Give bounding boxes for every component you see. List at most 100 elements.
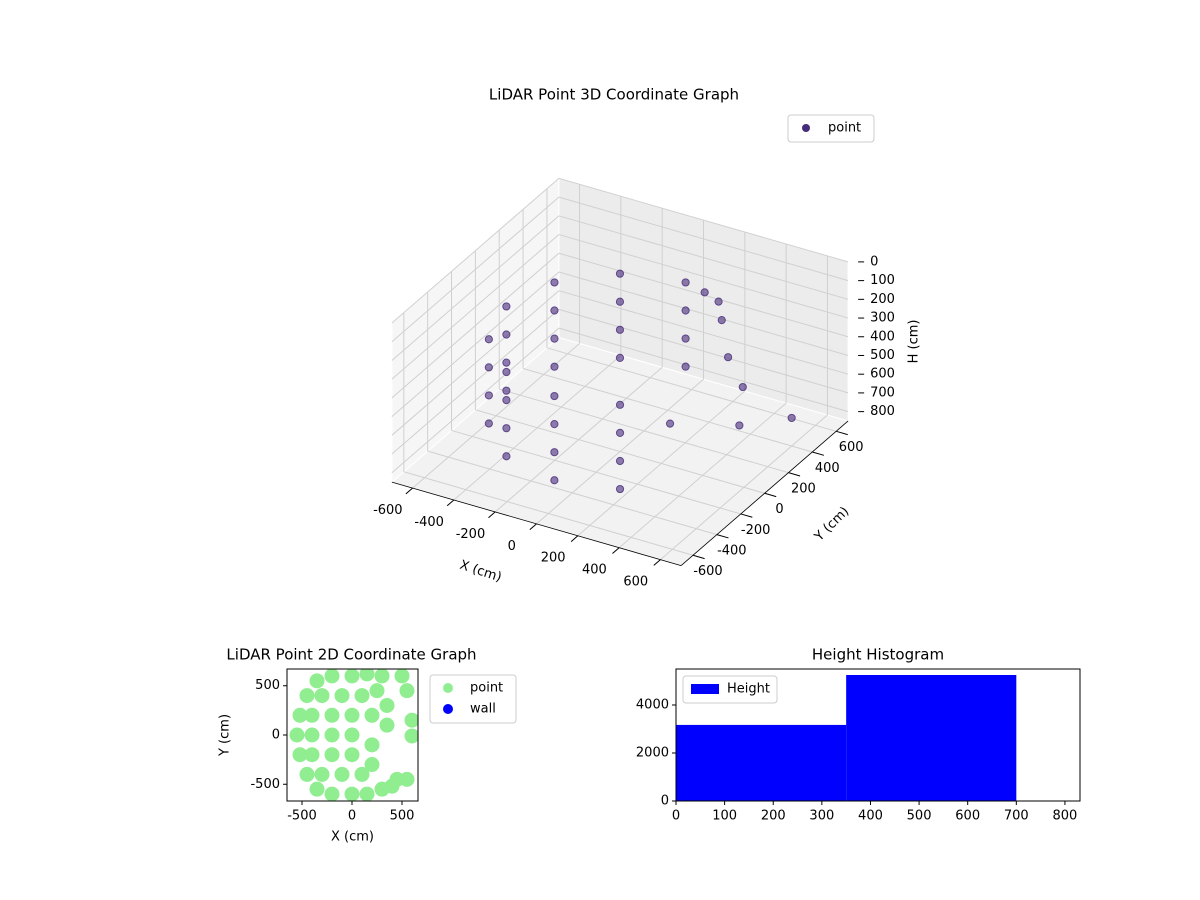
data-point [344,786,360,801]
data-point [615,400,625,409]
y-axis-label: Y (cm) [218,714,233,757]
data-point [484,335,493,344]
tick-label: 700 [870,385,895,400]
data-point [384,778,400,794]
data-point [502,452,511,461]
tick-label: 0 [870,254,878,269]
tick-label: 400 [870,329,895,344]
data-point [364,707,380,723]
data-point [550,448,559,457]
x-tick-label: 200 [761,809,786,824]
tick-mark [836,430,848,436]
data-point [309,673,325,689]
data-point [344,727,360,743]
z-axis-label: H (cm) [907,320,922,364]
x-tick-label: 500 [907,809,932,824]
tick-label: 400 [815,461,840,476]
grid-line [427,450,718,536]
legend-marker [443,683,453,693]
data-point [502,424,511,433]
data-point [344,747,360,763]
legend-label: point [828,121,861,136]
tick-mark [570,535,579,542]
tick-mark [740,513,753,518]
data-point [550,278,559,287]
data-point [314,766,330,782]
data-point [304,747,320,763]
histogram-bar [676,724,847,801]
grid-line [391,215,560,361]
data-point [550,334,559,343]
data-point [289,727,305,743]
tick-mark [692,554,705,560]
data-point [502,395,511,405]
tick-label: 800 [870,404,895,419]
tick-mark [653,559,661,566]
data-point [324,707,340,723]
tick-label: -200 [741,523,771,538]
tick-mark [612,547,620,554]
grid-line [391,252,560,399]
data-point [550,476,559,485]
data-point [374,669,390,684]
legend-marker [802,124,810,132]
grid-line [391,271,560,417]
data-point [379,717,395,733]
data-point [502,330,511,339]
data-point [344,707,360,723]
data-point [738,382,747,392]
data-point [502,367,511,377]
tick-label: 300 [870,311,895,326]
data-point [615,484,625,494]
plot-area [289,669,418,801]
tick-label: -400 [717,543,747,558]
data-point [550,306,559,315]
y-tick-label: 2000 [636,746,669,761]
histogram-bar [846,675,1017,801]
legend-frame [682,675,778,704]
data-point [484,419,493,428]
chart-title: LiDAR Point 3D Coordinate Graph [489,86,739,104]
data-point [484,363,493,372]
grid-line [391,327,560,474]
tick-mark [488,511,496,519]
y-tick-label: 4000 [636,698,669,713]
tick-label: 0 [508,539,516,554]
axis-line [391,481,682,566]
x-tick-label: 700 [1004,809,1029,824]
grid-line [558,215,849,300]
y-tick-label: 0 [661,794,669,809]
x-tick-label: 800 [1053,809,1078,824]
tick-mark [812,451,825,456]
y-tick-label: 0 [272,728,280,743]
data-point [304,707,320,723]
data-point [314,688,330,704]
data-point [615,269,625,278]
data-point [324,786,340,801]
chart-title: LiDAR Point 2D Coordinate Graph [226,646,476,664]
x-tick-label: 300 [809,809,834,824]
y-tick-label: 500 [255,678,280,693]
data-point [681,306,690,315]
grid-line [558,308,849,394]
x-tick-label: 100 [712,809,737,824]
data-point [502,358,511,367]
tick-label: -200 [456,527,486,542]
data-point [714,297,723,306]
data-point [665,419,675,428]
data-point [359,786,375,801]
data-point [364,737,380,753]
data-point [354,688,370,704]
tick-mark [405,487,413,495]
data-point [502,386,511,395]
data-point [681,362,690,371]
grid-line [391,309,560,455]
grid-line [522,367,813,453]
data-point [700,288,709,297]
grid-line [451,429,741,515]
legend-label: wall [470,702,496,717]
data-point [404,712,418,728]
tick-mark [764,492,777,498]
legend-label: point [470,681,503,696]
